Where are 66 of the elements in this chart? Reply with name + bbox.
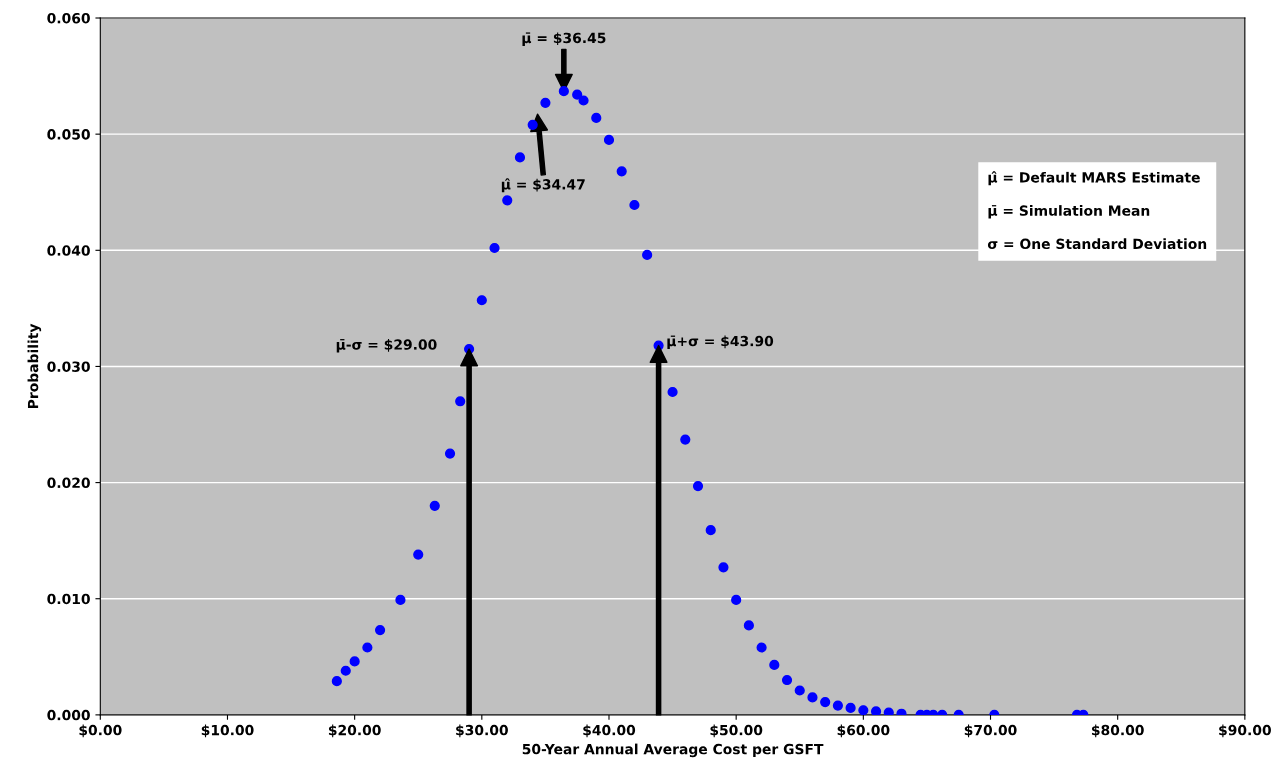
annotation: μ̄+σ = $43.90 bbox=[667, 335, 774, 350]
x-tick-label: $20.00 bbox=[328, 724, 381, 738]
x-tick-label: $30.00 bbox=[456, 724, 508, 738]
point bbox=[349, 656, 360, 667]
point bbox=[832, 700, 843, 711]
point bbox=[514, 152, 526, 163]
point bbox=[616, 166, 627, 177]
y-tick-label: 0.040 bbox=[47, 245, 90, 256]
point bbox=[455, 396, 466, 407]
point bbox=[731, 594, 742, 605]
point bbox=[667, 386, 678, 398]
point bbox=[858, 705, 869, 715]
point bbox=[444, 448, 456, 459]
point bbox=[692, 480, 704, 492]
point bbox=[489, 242, 500, 254]
x-tick-label: $70.00 bbox=[964, 724, 1017, 738]
point bbox=[769, 659, 780, 671]
annotation: μ̄-σ = $29.00 bbox=[336, 339, 437, 353]
point bbox=[362, 642, 373, 653]
y-axis-title: Probability bbox=[27, 323, 42, 409]
point bbox=[743, 620, 754, 631]
point bbox=[540, 97, 551, 108]
point bbox=[705, 525, 716, 536]
point bbox=[845, 702, 856, 713]
point bbox=[340, 665, 351, 676]
point bbox=[642, 249, 653, 261]
y-tick-label: 0.060 bbox=[47, 12, 90, 24]
x-tick-label: $60.00 bbox=[837, 724, 890, 738]
point bbox=[883, 707, 894, 715]
point bbox=[781, 674, 793, 686]
point bbox=[413, 549, 424, 560]
point bbox=[870, 706, 882, 715]
x-tick-label: $10.00 bbox=[201, 724, 254, 738]
point bbox=[629, 199, 640, 211]
point bbox=[502, 195, 513, 206]
x-tick-label: $40.00 bbox=[583, 724, 636, 738]
y-tick-label: 0.050 bbox=[47, 129, 90, 140]
x-tick-label: $90.00 bbox=[1219, 724, 1271, 738]
y-tick-label: 0.010 bbox=[47, 593, 90, 605]
point bbox=[558, 86, 569, 97]
point bbox=[578, 95, 589, 106]
point bbox=[572, 89, 583, 100]
point bbox=[794, 685, 805, 696]
x-axis-title: 50-Year Annual Average Cost per GSFT bbox=[522, 743, 824, 758]
point bbox=[807, 692, 818, 703]
point bbox=[820, 697, 831, 708]
point bbox=[429, 500, 440, 511]
y-tick-label: 0.020 bbox=[47, 477, 90, 489]
point bbox=[476, 295, 487, 306]
point bbox=[603, 134, 615, 146]
point bbox=[527, 119, 538, 130]
text: μ̂ = Default MARS Estimate μ̄ = Simulation Mean σ = One Standard Deviation bbox=[987, 171, 1207, 250]
point bbox=[374, 625, 386, 636]
y-tick-label: 0.030 bbox=[47, 361, 90, 372]
point bbox=[718, 562, 729, 573]
point bbox=[395, 594, 406, 605]
annotation: μ̄ = $36.45 bbox=[522, 32, 606, 46]
x-tick-label: $80.00 bbox=[1091, 724, 1144, 738]
point bbox=[591, 112, 602, 123]
point bbox=[756, 642, 767, 653]
annotation: μ̂ = $34.47 bbox=[501, 178, 585, 193]
point bbox=[680, 434, 691, 445]
x-tick-label: $50.00 bbox=[710, 724, 763, 738]
x-tick-label: $0.00 bbox=[79, 724, 122, 738]
y-tick-label: 0.000 bbox=[47, 709, 90, 721]
point bbox=[331, 676, 342, 687]
